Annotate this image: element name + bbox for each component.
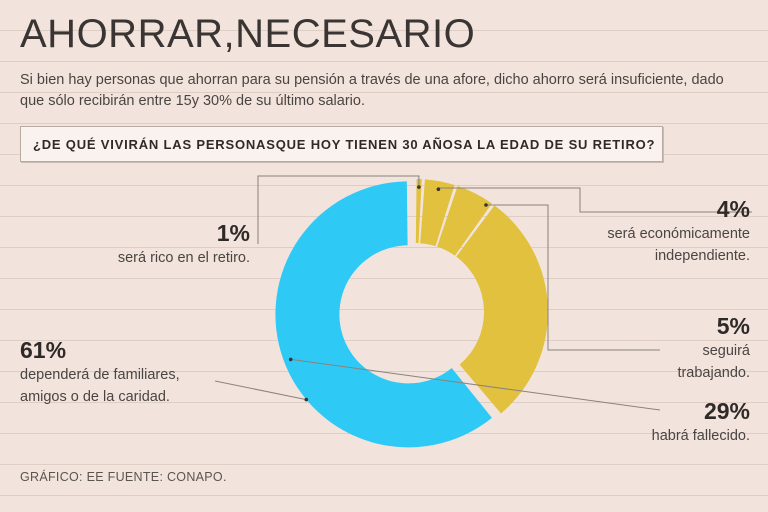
donut-slice-1pct [415,179,422,244]
leader-line-4-dot [436,187,441,191]
desc-label-61-line1: dependerá de familiares, [20,367,180,383]
desc-label-4-line1: será económicamente [607,226,750,242]
leader-line-5 [486,204,660,351]
leader-lines [214,175,752,411]
label-5-percent: 5% seguirá trabajando. [600,313,750,384]
value-label-1: 1% [216,220,250,246]
desc-label-5-line1: seguirá [702,343,750,359]
desc-label-5-line2: trabajando. [677,365,750,381]
donut-slice-4pct [420,179,455,247]
label-61-percent: 61% dependerá de familiares, amigos o de… [20,337,250,408]
leader-line-29 [290,358,661,411]
source-credit: GRÁFICO: EE FUENTE: CONAPO. [20,470,227,484]
label-29-percent: 29% habrá fallecido. [600,398,750,447]
desc-label-61-line2: amigos o de la caridad. [20,389,170,405]
leader-line-1-dot [417,185,421,189]
label-1-percent: 1% será rico en el retiro. [85,220,250,269]
donut-slice-29pct [456,205,548,414]
subtitle: Si bien hay personas que ahorran para su… [20,72,724,109]
leader-line-29-dot [288,357,293,362]
desc-label-29: habrá fallecido. [651,428,750,444]
question-banner: ¿DE QUÉ VIVIRÁN LAS PERSONASQUE HOY TIEN… [20,126,663,162]
value-label-61: 61% [20,337,67,363]
leader-line-61-dot [304,397,309,402]
label-4-percent: 4% será económicamente independiente. [570,196,750,267]
donut-slice-61pct [275,181,492,448]
donut-slice-5pct [437,186,492,256]
value-label-5: 5% [716,313,750,339]
donut-slices [275,179,548,448]
desc-label-1: será rico en el retiro. [117,250,250,266]
leader-line-61 [214,380,307,401]
leader-line-1 [257,175,420,244]
leader-line-5-dot [484,203,488,207]
desc-label-4-line2: independiente. [654,248,750,264]
value-label-29: 29% [703,398,750,424]
page-title: AHORRAR,NECESARIO [20,12,476,56]
value-label-4: 4% [716,196,750,222]
